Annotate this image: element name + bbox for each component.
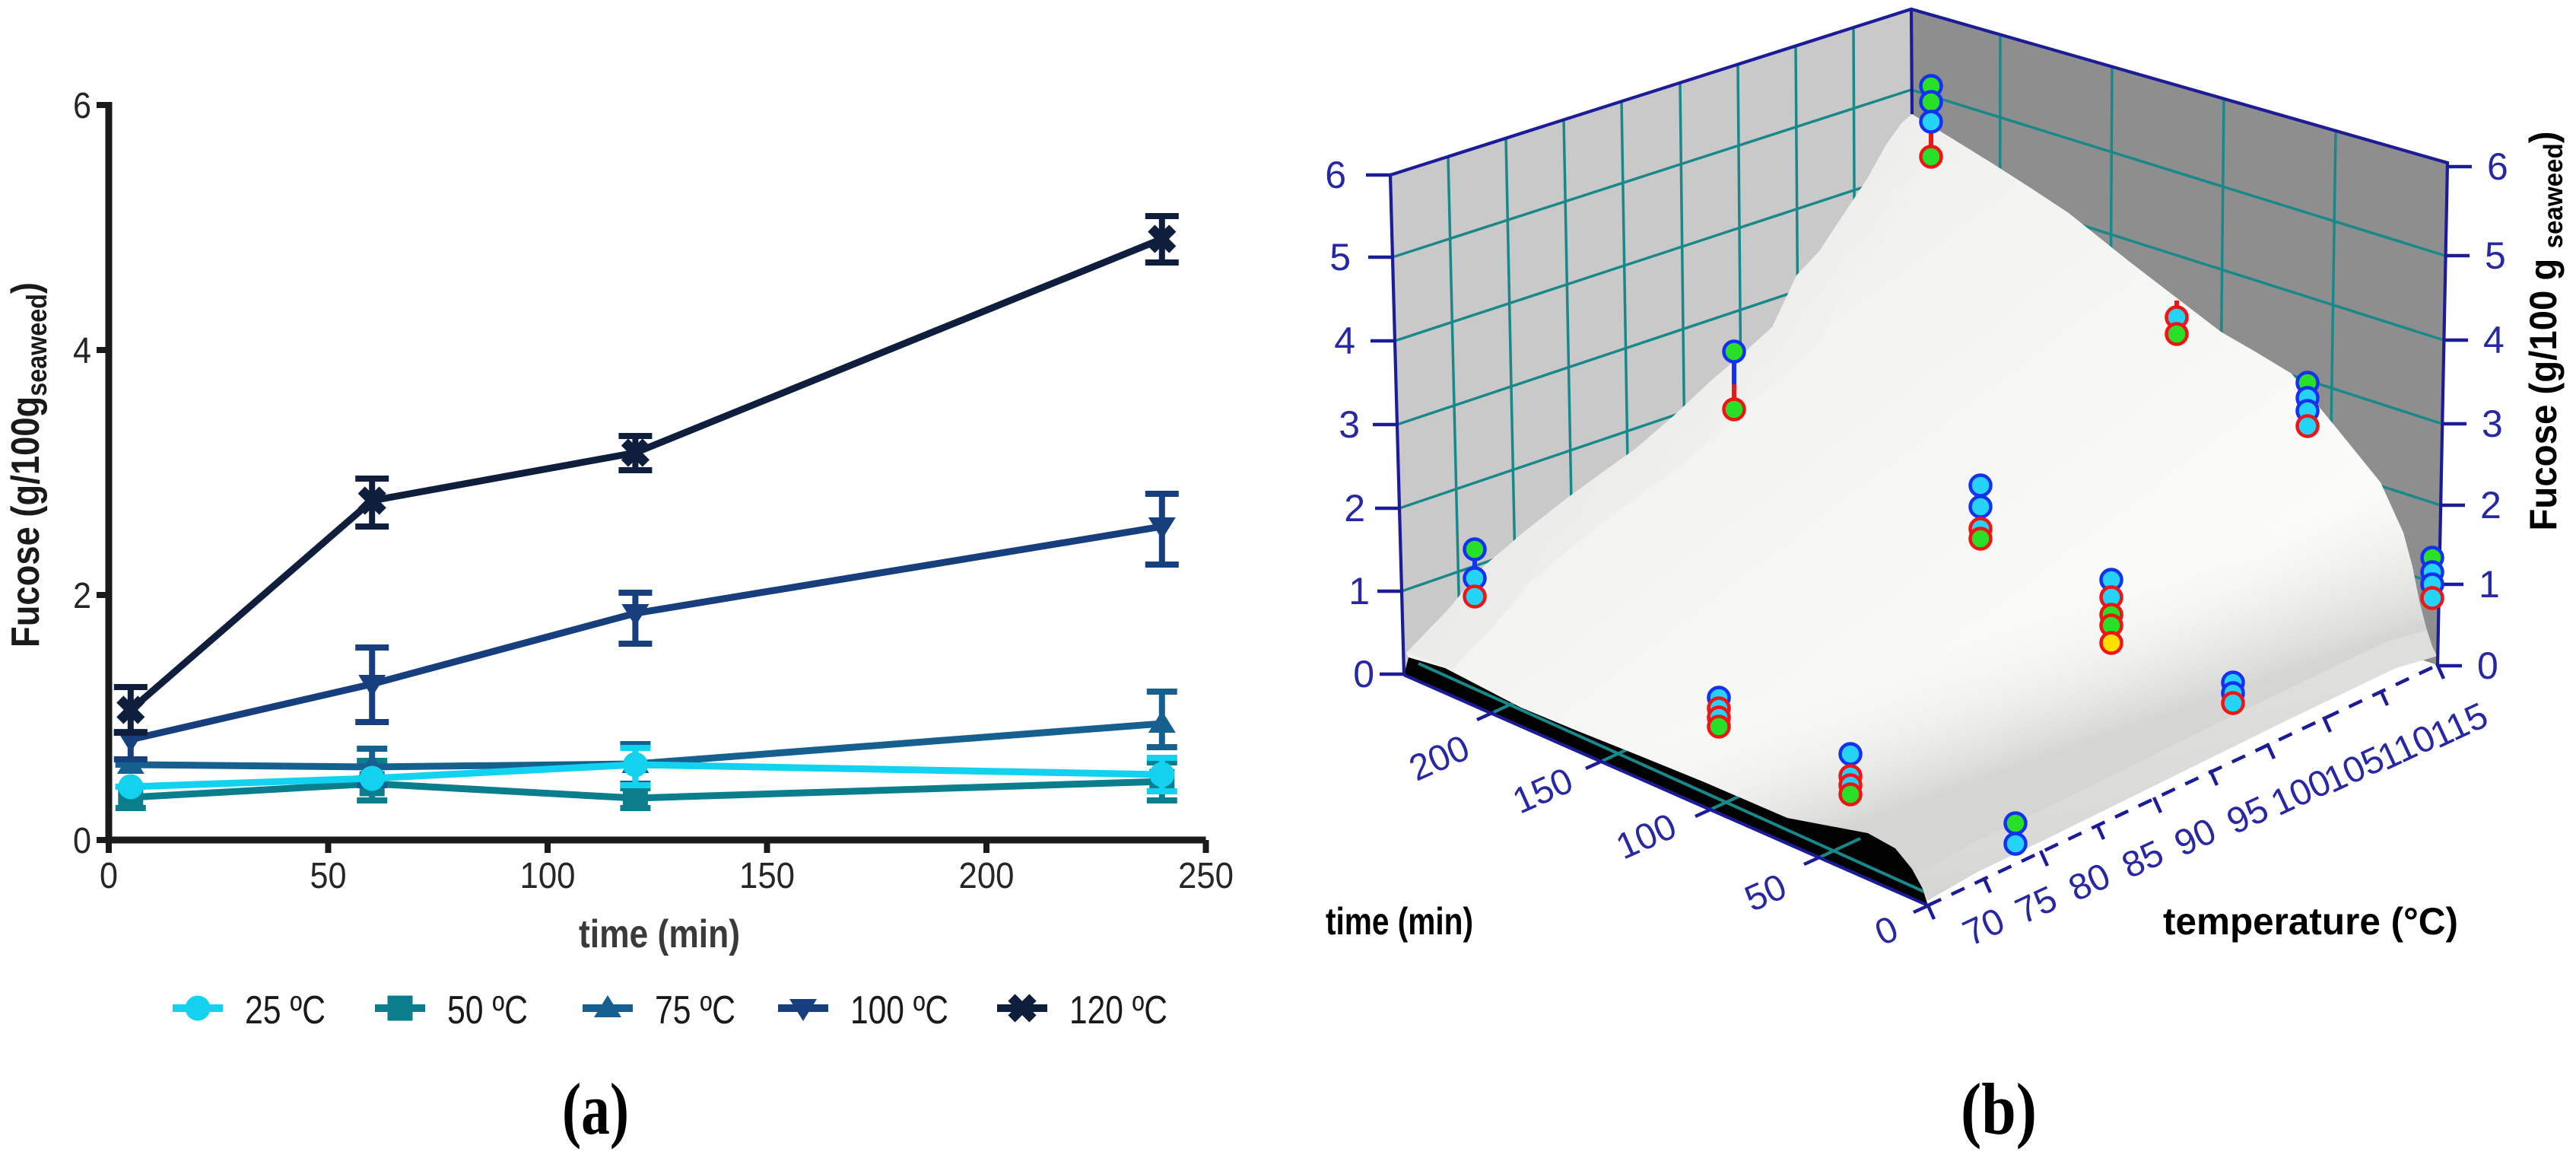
svg-text:3: 3 bbox=[1339, 403, 1360, 446]
svg-text:0: 0 bbox=[2477, 644, 2498, 687]
svg-text:0: 0 bbox=[1353, 653, 1374, 695]
svg-text:1: 1 bbox=[1348, 570, 1370, 612]
svg-text:time (min): time (min) bbox=[1326, 900, 1473, 943]
svg-text:2: 2 bbox=[73, 576, 91, 616]
svg-text:6: 6 bbox=[73, 86, 91, 126]
svg-text:0: 0 bbox=[73, 821, 91, 861]
svg-text:time (min): time (min) bbox=[579, 912, 740, 956]
svg-text:250: 250 bbox=[1178, 856, 1234, 896]
svg-text:2: 2 bbox=[2480, 484, 2501, 527]
svg-text:25 ºC: 25 ºC bbox=[245, 988, 326, 1032]
svg-text:100: 100 bbox=[520, 856, 576, 896]
svg-text:4: 4 bbox=[73, 331, 91, 371]
svg-text:200: 200 bbox=[959, 856, 1015, 896]
svg-text:5: 5 bbox=[1329, 236, 1351, 278]
svg-text:150: 150 bbox=[739, 856, 795, 896]
svg-text:50 ºC: 50 ºC bbox=[447, 988, 528, 1032]
svg-text:100 ºC: 100 ºC bbox=[850, 988, 948, 1032]
svg-text:4: 4 bbox=[1334, 320, 1355, 362]
svg-text:3: 3 bbox=[2482, 402, 2503, 445]
svg-text:6: 6 bbox=[2487, 145, 2508, 188]
svg-text:4: 4 bbox=[2483, 319, 2505, 361]
svg-text:(a): (a) bbox=[562, 1068, 629, 1150]
svg-text:6: 6 bbox=[1325, 154, 1346, 196]
svg-text:5: 5 bbox=[2485, 234, 2506, 277]
svg-text:120 ºC: 120 ºC bbox=[1069, 988, 1167, 1032]
svg-text:75 ºC: 75 ºC bbox=[655, 988, 735, 1032]
svg-text:Fucose (g/100 g seaweed): Fucose (g/100 g seaweed) bbox=[2522, 131, 2568, 530]
svg-text:2: 2 bbox=[1344, 487, 1365, 530]
svg-text:1: 1 bbox=[2479, 563, 2500, 606]
svg-text:0: 0 bbox=[100, 856, 118, 896]
svg-text:50: 50 bbox=[310, 856, 347, 896]
svg-text:temperature (°C): temperature (°C) bbox=[2163, 900, 2458, 943]
svg-text:(b): (b) bbox=[1961, 1068, 2037, 1150]
